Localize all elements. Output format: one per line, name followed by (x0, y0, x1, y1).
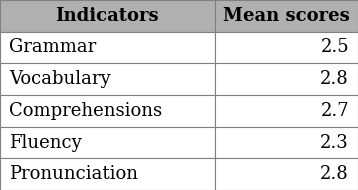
Bar (215, 0, 358, 32)
Text: Grammar: Grammar (9, 39, 96, 56)
Text: Mean scores: Mean scores (223, 7, 350, 25)
Text: Pronunciation: Pronunciation (9, 165, 138, 183)
Bar (0, 32, 215, 63)
Text: Comprehensions: Comprehensions (9, 102, 162, 120)
Text: Vocabulary: Vocabulary (9, 70, 111, 88)
Text: 2.3: 2.3 (320, 134, 349, 151)
Bar (215, 127, 358, 158)
Bar (0, 0, 215, 32)
Text: 2.8: 2.8 (320, 165, 349, 183)
Bar (0, 95, 215, 127)
Text: Indicators: Indicators (55, 7, 159, 25)
Bar (215, 158, 358, 190)
Bar (215, 63, 358, 95)
Bar (215, 32, 358, 63)
Bar (0, 158, 215, 190)
Bar (0, 63, 215, 95)
Text: 2.8: 2.8 (320, 70, 349, 88)
Bar (215, 95, 358, 127)
Bar (0, 127, 215, 158)
Text: Fluency: Fluency (9, 134, 82, 151)
Text: 2.7: 2.7 (320, 102, 349, 120)
Text: 2.5: 2.5 (320, 39, 349, 56)
